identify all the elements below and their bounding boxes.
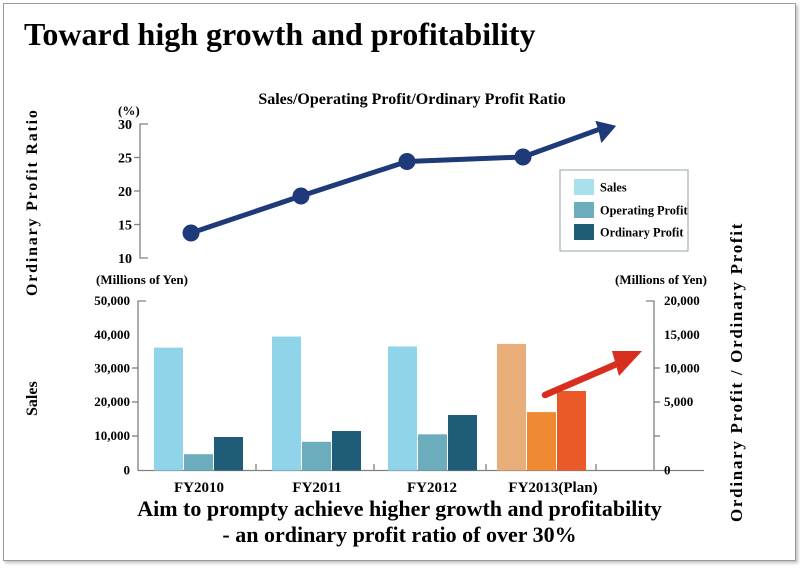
svg-text:30: 30 [118, 118, 132, 133]
svg-text:0: 0 [124, 463, 131, 478]
svg-text:20: 20 [118, 185, 132, 200]
svg-text:20,000: 20,000 [664, 293, 700, 308]
svg-text:Operating Profit: Operating Profit [600, 204, 688, 218]
svg-text:10: 10 [118, 252, 132, 267]
svg-text:10,000: 10,000 [664, 361, 700, 376]
svg-text:15: 15 [118, 219, 132, 234]
svg-text:FY2012: FY2012 [407, 480, 457, 496]
svg-text:15,000: 15,000 [664, 327, 700, 342]
svg-text:0: 0 [664, 463, 671, 478]
svg-text:50,000: 50,000 [94, 293, 130, 308]
svg-text:FY2010: FY2010 [174, 480, 224, 496]
svg-text:(Millions of Yen): (Millions of Yen) [96, 272, 188, 287]
svg-text:Ordinary Profit: Ordinary Profit [600, 226, 684, 240]
svg-text:25: 25 [118, 152, 132, 167]
svg-text:40,000: 40,000 [94, 327, 130, 342]
svg-text:Sales: Sales [600, 181, 627, 195]
svg-text:FY2011: FY2011 [292, 480, 341, 496]
svg-text:10,000: 10,000 [94, 428, 130, 443]
svg-text:30,000: 30,000 [94, 361, 130, 376]
svg-text:20,000: 20,000 [94, 394, 130, 409]
svg-text:(Millions of Yen): (Millions of Yen) [615, 272, 707, 287]
svg-text:5,000: 5,000 [664, 394, 693, 409]
svg-text:(%): (%) [118, 103, 140, 118]
svg-text:FY2013(Plan): FY2013(Plan) [508, 480, 597, 496]
